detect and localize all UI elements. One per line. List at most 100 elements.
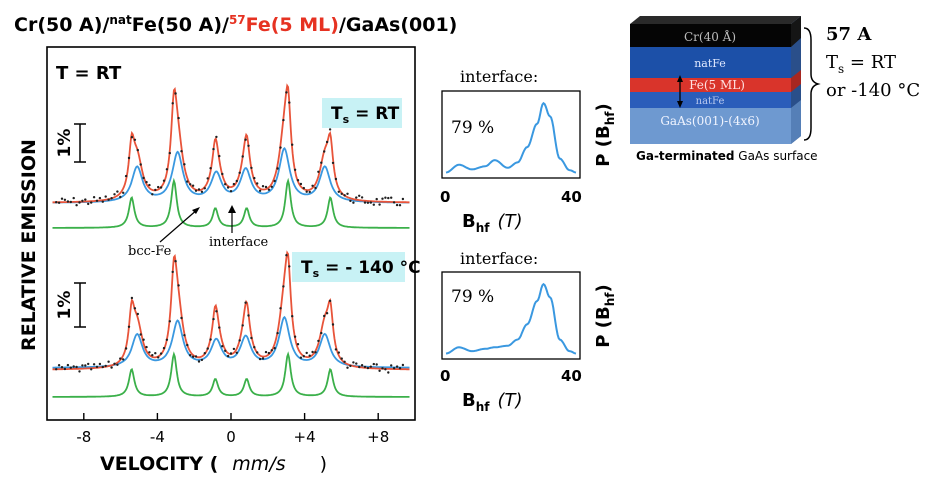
data-point	[390, 364, 393, 367]
data-point	[392, 201, 396, 204]
side-plot-2-percent: 79 %	[451, 287, 494, 307]
chart-title: Cr(50 A)/natFe(50 A)/57Fe(5 ML)/GaAs(001…	[14, 13, 457, 36]
data-point	[159, 186, 163, 189]
data-point	[366, 201, 370, 204]
data-point	[352, 361, 355, 364]
data-point	[90, 368, 93, 371]
scale-bar-bottom	[74, 282, 86, 328]
data-point	[168, 151, 171, 155]
data-point	[81, 199, 84, 202]
data-point	[127, 325, 131, 328]
data-point	[250, 336, 253, 340]
arrow-bcc-fe	[159, 208, 199, 243]
data-point	[398, 367, 402, 370]
ts-badge-bottom	[292, 252, 405, 282]
data-point	[136, 312, 139, 316]
data-point	[331, 161, 335, 165]
data-point	[224, 183, 227, 186]
data-point	[235, 351, 238, 354]
data-point	[337, 351, 340, 354]
data-point	[247, 144, 250, 147]
data-point	[84, 198, 87, 201]
data-point	[325, 140, 329, 144]
data-point	[363, 365, 367, 369]
data-point	[264, 350, 268, 354]
data-point	[372, 203, 375, 206]
title-part4: /GaAs(001)	[339, 14, 457, 36]
data-point	[119, 195, 122, 199]
x-tick-label: +8	[367, 428, 389, 446]
data-point	[177, 284, 180, 287]
data-point	[151, 193, 154, 196]
data-point	[311, 184, 314, 187]
data-point	[136, 148, 139, 152]
data-point	[215, 135, 218, 139]
side-plot-2-ylabel: P (Bhf)	[593, 284, 617, 347]
side-plot-1-percent: 79 %	[451, 118, 494, 138]
data-point	[387, 371, 390, 374]
data-point	[398, 204, 402, 207]
data-point	[87, 202, 90, 206]
data-point	[349, 364, 352, 368]
data-point	[238, 339, 241, 342]
data-point	[291, 315, 294, 318]
title-part2: Fe(50 A)/	[132, 14, 229, 36]
data-point	[78, 201, 81, 204]
data-point	[218, 154, 221, 158]
data-point	[366, 366, 370, 370]
data-point	[308, 354, 311, 357]
data-point	[305, 190, 308, 193]
data-point	[57, 201, 61, 204]
data-point	[159, 352, 163, 355]
side-plot-2-xtick-0: 0	[440, 367, 450, 385]
data-point	[302, 355, 305, 358]
bcc-fe-curve-1	[52, 177, 410, 229]
data-point	[340, 192, 343, 195]
data-point	[378, 203, 381, 206]
data-point	[314, 186, 317, 190]
data-point	[226, 186, 230, 189]
data-point	[157, 185, 160, 189]
data-point	[378, 369, 381, 372]
data-point	[209, 167, 212, 170]
annotation-interface: interface	[209, 235, 269, 250]
data-point	[293, 168, 297, 171]
data-point	[168, 320, 171, 323]
data-point	[151, 354, 154, 357]
bcc-fe-curve-2	[52, 351, 410, 398]
data-point	[212, 317, 215, 321]
data-point	[360, 364, 364, 367]
title-part3: Fe(5 ML)	[246, 14, 339, 36]
data-point	[55, 201, 58, 204]
data-point	[139, 163, 142, 166]
data-point	[113, 362, 116, 365]
data-point	[250, 166, 253, 170]
data-point	[197, 360, 201, 363]
data-point	[384, 196, 387, 199]
data-point	[346, 192, 349, 195]
data-point	[145, 180, 148, 184]
side-plot-2-distribution	[445, 282, 577, 355]
annotation-bcc-fe: bcc-Fe	[128, 244, 172, 259]
data-point	[116, 363, 119, 366]
data-point	[200, 358, 204, 362]
data-point	[183, 163, 186, 166]
data-point	[122, 191, 125, 194]
data-point	[302, 186, 305, 190]
data-point	[285, 254, 288, 257]
data-point	[334, 177, 338, 181]
data-point	[337, 190, 340, 193]
data-point	[162, 346, 166, 350]
data-point	[375, 363, 378, 366]
data-point	[55, 368, 58, 371]
side-plot-1-xtick-40: 40	[561, 188, 582, 206]
data-point	[191, 184, 195, 187]
data-point	[355, 362, 358, 365]
schematic-thickness: 57 A	[826, 24, 872, 45]
data-point	[253, 176, 256, 180]
data-point	[110, 366, 113, 369]
data-point	[116, 190, 119, 193]
data-point	[381, 197, 384, 200]
data-point	[331, 323, 335, 326]
